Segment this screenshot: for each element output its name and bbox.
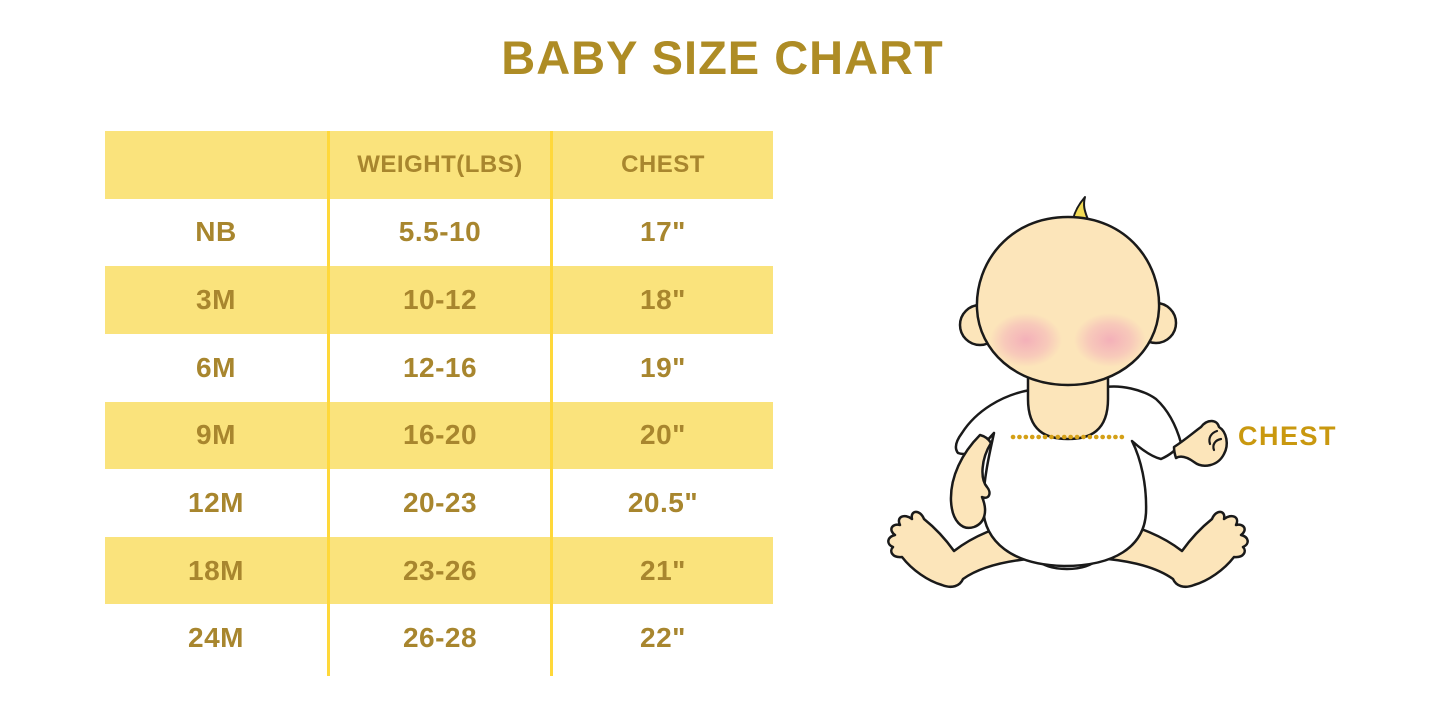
page-title: BABY SIZE CHART xyxy=(501,31,944,84)
shirt-body xyxy=(954,381,1183,568)
chest-cell: 17" xyxy=(550,198,773,267)
size-cell: NB xyxy=(195,216,237,248)
weight-cell: 26-28 xyxy=(327,604,550,672)
fist-finger-lines xyxy=(1208,429,1223,452)
chest-cell: 19" xyxy=(550,333,773,402)
column-divider-stub xyxy=(327,672,330,676)
right-arm-fist xyxy=(1172,419,1228,467)
chest-label: CHEST xyxy=(1238,421,1338,451)
size-cell: 9M xyxy=(105,401,327,470)
weight-cell: 16-20 xyxy=(327,401,550,470)
chest-cell: 18" xyxy=(550,266,773,334)
size-cell: 3M xyxy=(105,266,327,334)
header-weight-cell: WEIGHT(LBS) xyxy=(327,131,550,199)
column-divider-stub xyxy=(550,672,553,676)
baby-illustration xyxy=(887,196,1249,588)
chest-cell: 20.5" xyxy=(550,469,773,537)
header-chest-cell: CHEST xyxy=(550,131,773,199)
header-size-cell xyxy=(105,131,327,199)
size-cell: 24M xyxy=(188,622,244,654)
weight-cell: 12-16 xyxy=(327,333,550,402)
right-blush xyxy=(1074,313,1146,367)
chest-cell: 20" xyxy=(550,401,773,470)
weight-cell: 20-23 xyxy=(327,469,550,537)
size-cell: 12M xyxy=(188,486,244,518)
size-table: WEIGHT(LBS) CHEST NB 5.5-10 17" 3M 10-12… xyxy=(105,131,773,672)
left-arm xyxy=(949,433,993,530)
weight-cell: 5.5-10 xyxy=(327,198,550,267)
weight-cell: 23-26 xyxy=(327,536,550,605)
weight-cell: 10-12 xyxy=(327,266,550,334)
left-blush xyxy=(990,313,1062,367)
size-cell: 6M xyxy=(196,351,236,383)
chest-cell: 22" xyxy=(550,604,773,672)
size-cell: 18M xyxy=(105,536,327,605)
chest-cell: 21" xyxy=(550,536,773,605)
